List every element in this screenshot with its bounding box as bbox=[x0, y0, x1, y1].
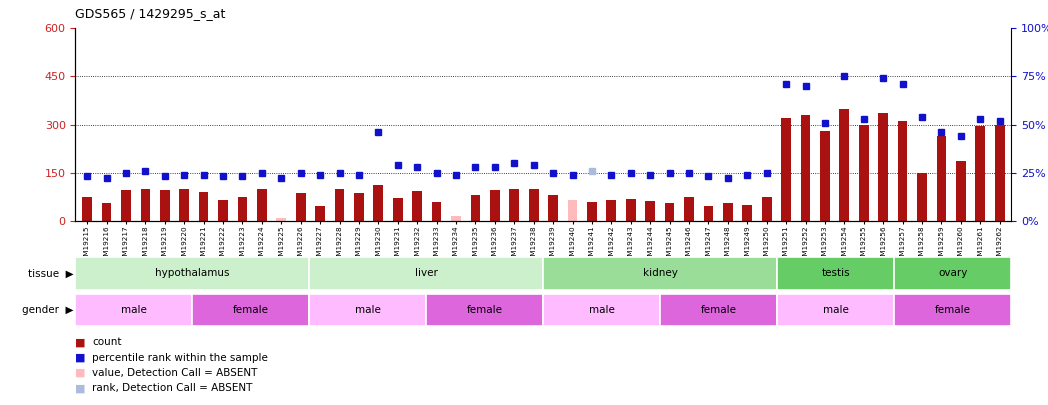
Bar bbox=[102, 203, 111, 221]
Text: ovary: ovary bbox=[938, 269, 967, 278]
Bar bbox=[490, 190, 500, 221]
Text: male: male bbox=[589, 305, 615, 315]
Bar bbox=[529, 189, 539, 221]
Bar bbox=[995, 125, 1005, 221]
Bar bbox=[238, 197, 247, 221]
Bar bbox=[277, 217, 286, 221]
Bar bbox=[509, 189, 519, 221]
Bar bbox=[543, 294, 660, 326]
Bar bbox=[587, 202, 596, 221]
Bar bbox=[122, 190, 131, 221]
Bar bbox=[976, 126, 985, 221]
Bar bbox=[778, 257, 894, 290]
Text: female: female bbox=[233, 305, 269, 315]
Bar bbox=[894, 294, 1011, 326]
Bar bbox=[218, 200, 227, 221]
Bar bbox=[296, 192, 306, 221]
Bar bbox=[778, 294, 894, 326]
Text: male: male bbox=[121, 305, 147, 315]
Text: count: count bbox=[92, 337, 122, 347]
Bar bbox=[309, 294, 427, 326]
Bar bbox=[742, 205, 752, 221]
Bar bbox=[75, 294, 193, 326]
Bar bbox=[412, 191, 422, 221]
Bar bbox=[160, 190, 170, 221]
Bar bbox=[140, 189, 150, 221]
Bar bbox=[646, 201, 655, 221]
Text: kidney: kidney bbox=[642, 269, 678, 278]
Bar bbox=[75, 257, 309, 290]
Bar bbox=[199, 192, 209, 221]
Bar bbox=[684, 197, 694, 221]
Text: ■: ■ bbox=[75, 337, 86, 347]
Bar bbox=[660, 294, 778, 326]
Bar bbox=[607, 200, 616, 221]
Text: GDS565 / 1429295_s_at: GDS565 / 1429295_s_at bbox=[75, 7, 225, 20]
Bar bbox=[894, 257, 1011, 290]
Bar bbox=[859, 125, 869, 221]
Bar bbox=[471, 195, 480, 221]
Text: liver: liver bbox=[415, 269, 438, 278]
Text: hypothalamus: hypothalamus bbox=[155, 269, 230, 278]
Bar bbox=[548, 195, 558, 221]
Bar bbox=[801, 115, 810, 221]
Bar bbox=[723, 203, 733, 221]
Bar bbox=[839, 109, 849, 221]
Bar bbox=[334, 189, 345, 221]
Bar bbox=[193, 294, 309, 326]
Text: female: female bbox=[467, 305, 503, 315]
Text: ■: ■ bbox=[75, 353, 86, 362]
Bar bbox=[451, 216, 461, 221]
Bar bbox=[309, 257, 543, 290]
Bar bbox=[82, 197, 92, 221]
Bar bbox=[257, 189, 266, 221]
Text: female: female bbox=[935, 305, 970, 315]
Bar bbox=[373, 185, 384, 221]
Bar bbox=[568, 200, 577, 221]
Bar bbox=[762, 197, 771, 221]
Text: ■: ■ bbox=[75, 384, 86, 393]
Bar bbox=[432, 202, 441, 221]
Bar bbox=[821, 131, 830, 221]
Text: tissue  ▶: tissue ▶ bbox=[27, 269, 73, 278]
Bar bbox=[179, 189, 189, 221]
Bar bbox=[917, 173, 926, 221]
Text: gender  ▶: gender ▶ bbox=[22, 305, 73, 315]
Bar bbox=[898, 122, 908, 221]
Bar bbox=[664, 203, 675, 221]
Bar bbox=[393, 198, 402, 221]
Text: female: female bbox=[701, 305, 737, 315]
Bar bbox=[703, 206, 714, 221]
Text: male: male bbox=[823, 305, 849, 315]
Text: value, Detection Call = ABSENT: value, Detection Call = ABSENT bbox=[92, 368, 258, 378]
Text: percentile rank within the sample: percentile rank within the sample bbox=[92, 353, 268, 362]
Bar bbox=[354, 192, 364, 221]
Text: testis: testis bbox=[822, 269, 850, 278]
Text: male: male bbox=[355, 305, 380, 315]
Text: ■: ■ bbox=[75, 368, 86, 378]
Bar bbox=[626, 199, 636, 221]
Bar bbox=[315, 206, 325, 221]
Text: rank, Detection Call = ABSENT: rank, Detection Call = ABSENT bbox=[92, 384, 253, 393]
Bar bbox=[937, 136, 946, 221]
Bar bbox=[956, 162, 965, 221]
Bar bbox=[543, 257, 778, 290]
Bar bbox=[427, 294, 543, 326]
Bar bbox=[878, 113, 888, 221]
Bar bbox=[781, 118, 791, 221]
